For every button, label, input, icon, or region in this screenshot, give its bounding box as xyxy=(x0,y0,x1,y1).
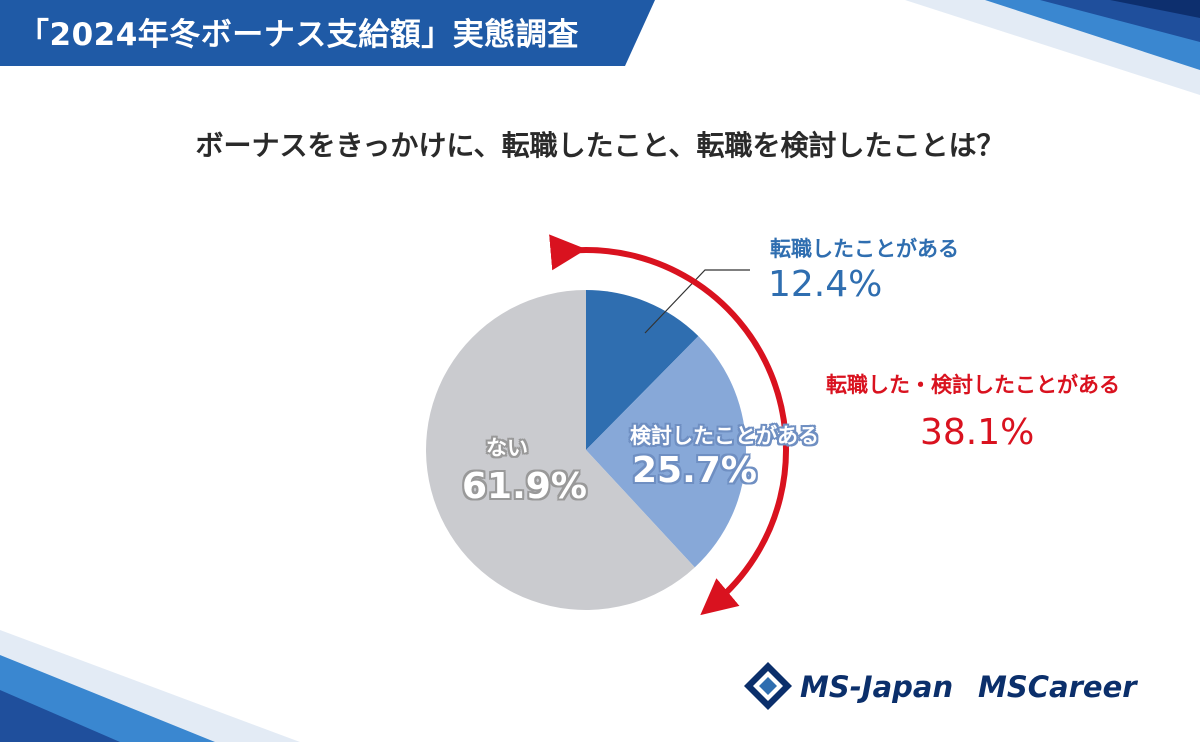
ms-japan-logo: MS-Japan xyxy=(800,670,954,704)
combined-value: 38.1% xyxy=(920,412,1035,453)
combined-label: 転職した・検討したことがある xyxy=(826,373,1120,397)
header-banner xyxy=(0,0,655,66)
slice-value-considered: 25.7% xyxy=(632,450,757,491)
slice-value-transferred: 12.4% xyxy=(768,264,883,305)
combined-arc-arrow xyxy=(549,234,789,616)
survey-title: 「2024年冬ボーナス支給額」実態調査 xyxy=(18,17,579,53)
corner-stripe-bottom-3 xyxy=(0,690,120,742)
ms-career-logo: MSCareer xyxy=(978,670,1137,704)
corner-stripe-top-4 xyxy=(1110,0,1200,18)
slice-value-none: 61.9% xyxy=(462,466,587,507)
chart-question: ボーナスをきっかけに、転職したこと、転職を検討したことは？ xyxy=(195,129,1005,162)
ms-japan-logo-mark xyxy=(744,662,792,710)
slice-label-none: ない xyxy=(486,436,528,460)
slice-label-considered: 検討したことがある xyxy=(630,424,819,448)
corner-stripe-top-3 xyxy=(1040,0,1200,42)
slice-label-transferred: 転職したことがある xyxy=(770,237,959,261)
